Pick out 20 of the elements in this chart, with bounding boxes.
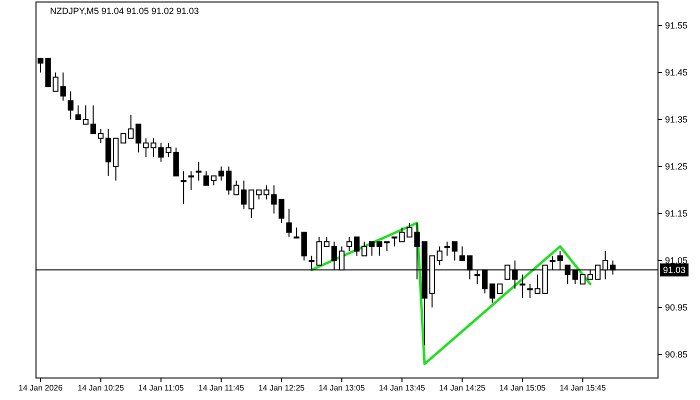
y-tick-label: 91.45 (665, 67, 688, 78)
x-tick-label: 14 Jan 12:25 (258, 384, 306, 393)
y-tick-label: 91.15 (665, 208, 688, 218)
x-tick-label: 14 Jan 2026 (18, 384, 64, 393)
x-tick-label: 14 Jan 10:25 (78, 384, 124, 393)
y-tick-label: 91.35 (665, 114, 688, 124)
ref-line-label: 91.03 (663, 265, 686, 276)
y-tick-label: 91.25 (665, 161, 688, 172)
x-tick-label: 14 Jan 15:45 (560, 384, 606, 393)
x-tick-label: 14 Jan 13:45 (378, 384, 426, 393)
y-tick-label: 91.55 (665, 20, 688, 30)
x-tick-label: 14 Jan 14:25 (439, 384, 486, 393)
x-tick-label: 14 Jan 11:05 (138, 384, 184, 393)
y-tick-label: 90.85 (665, 349, 688, 360)
x-tick-label: 14 Jan 15:05 (499, 384, 546, 393)
y-tick-label: 90.95 (665, 302, 688, 312)
y-tick-label: 91.05 (665, 255, 688, 266)
x-tick-label: 14 Jan 11:45 (198, 384, 245, 393)
x-tick-label: 14 Jan 13:05 (318, 384, 366, 393)
chart-title: NZDJPY,M5 91.04 91.05 91.02 91.03 (50, 6, 199, 16)
